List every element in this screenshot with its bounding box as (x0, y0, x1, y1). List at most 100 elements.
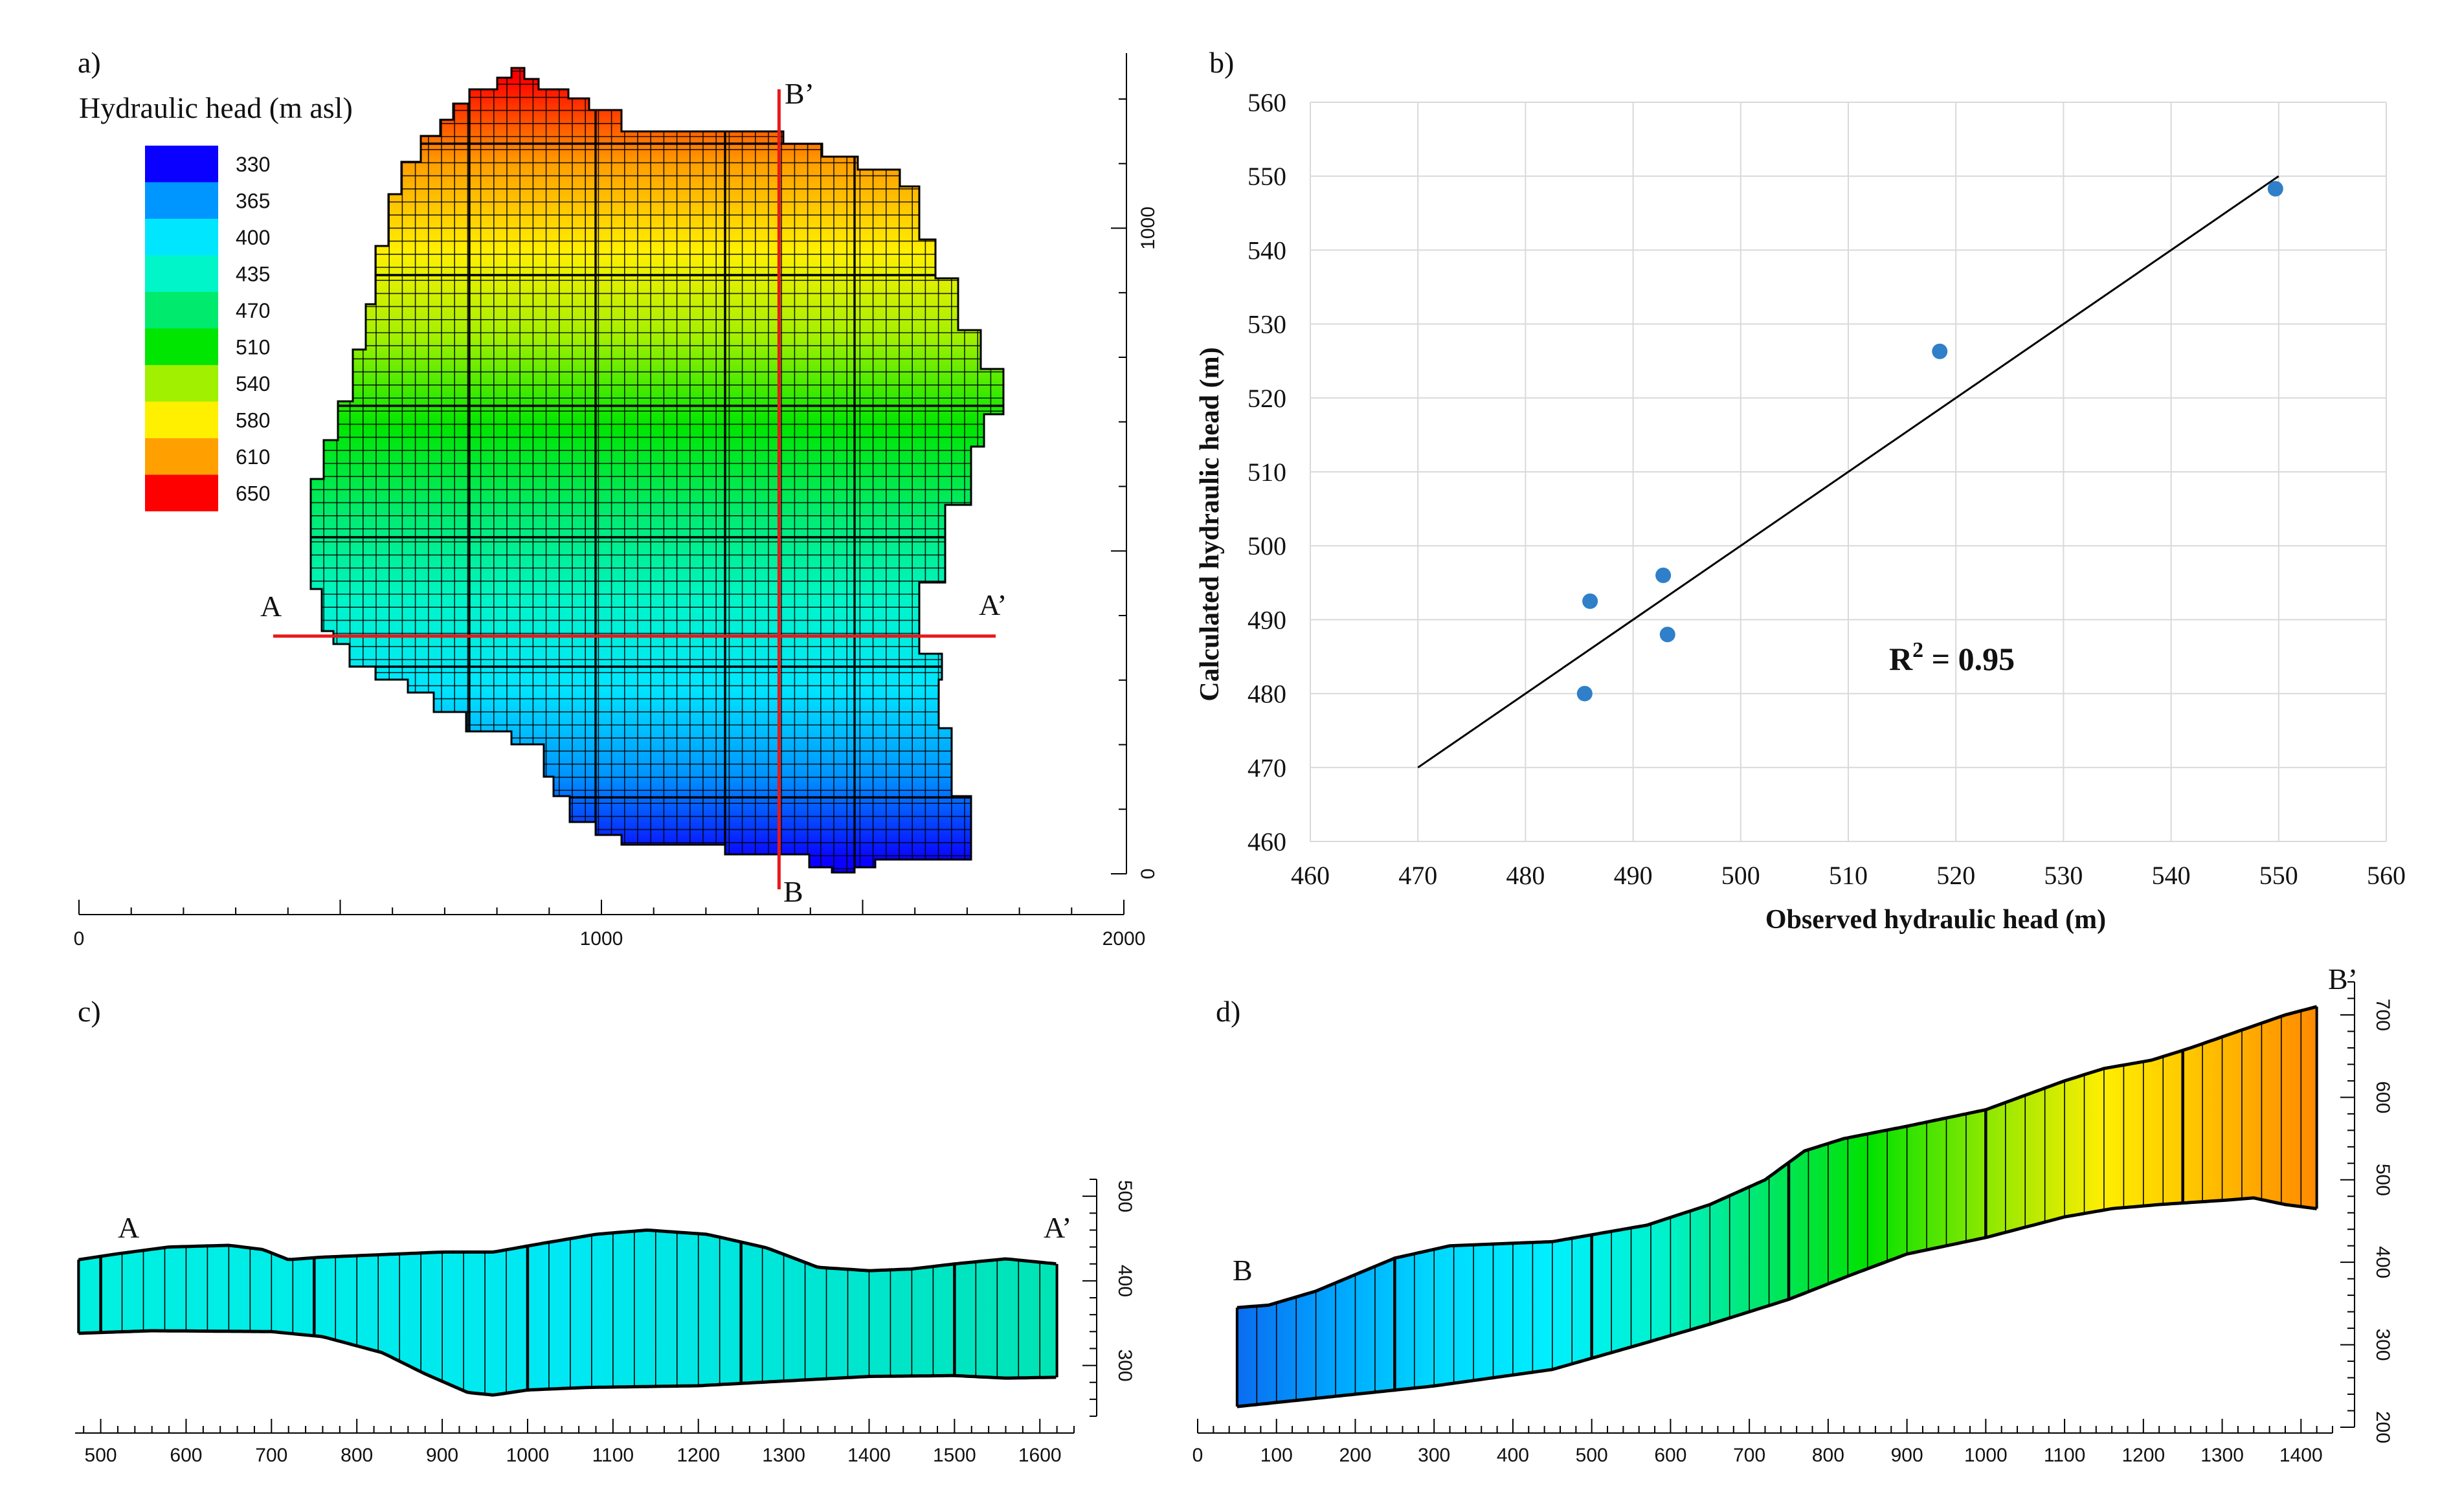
section-label-a: A (260, 590, 282, 623)
data-point-5 (1932, 343, 1948, 359)
x-axis-title: Observed hydraulic head (m) (1765, 905, 2106, 935)
cross-section-a-a-prime (77, 1228, 1058, 1397)
legend: 330 365 400 435 470 510 540 580 610 650 (145, 146, 270, 511)
y-tick-label-550: 550 (1248, 162, 1286, 191)
hydraulic-head-grid (309, 67, 1005, 874)
y-tick-label-600: 600 (2372, 1081, 2393, 1113)
legend-label-330: 330 (236, 153, 270, 176)
panel-d: d) B B’ 0 100 200 300 400 500 600 700 800 900 1000… (1192, 962, 2393, 1466)
model-boundary (309, 67, 1005, 874)
x-tick-label-520: 520 (1936, 861, 1975, 890)
x-axis: 0 1000 2000 (74, 900, 1146, 950)
legend-swatch-400 (145, 219, 218, 256)
x-tick-label-500: 500 (1576, 1445, 1608, 1466)
scatter-ticks: 460 470 480 490 500 510 520 530 540 550 560 460 470 4… (1248, 88, 2406, 890)
section-c-end-label: A’ (1044, 1211, 1071, 1244)
x-tick-label-480: 480 (1506, 861, 1545, 890)
x-tick-label-400: 400 (1497, 1445, 1529, 1466)
x-tick-label-0: 0 (74, 928, 85, 950)
x-tick-label-1400: 1400 (847, 1445, 891, 1466)
y-tick-label-530: 530 (1248, 310, 1286, 339)
data-point-3 (1655, 567, 1672, 583)
y-tick-label-1000: 1000 (1137, 206, 1159, 250)
y-tick-label-470: 470 (1248, 753, 1286, 783)
x-tick-label-510: 510 (1829, 861, 1868, 890)
x-tick-label-1000: 1000 (1964, 1445, 2008, 1466)
x-tick-label-500: 500 (85, 1445, 117, 1466)
x-tick-label-550: 550 (2259, 861, 2298, 890)
y-axis: 300 400 500 (1082, 1179, 1136, 1417)
y-tick-label-500: 500 (2372, 1164, 2393, 1196)
panel-b-label: b) (1209, 46, 1234, 79)
x-tick-label-1100: 1100 (592, 1445, 634, 1466)
legend-label-470: 470 (236, 299, 270, 322)
fit-line (1417, 175, 2279, 769)
legend-swatch-435 (145, 255, 218, 292)
x-tick-label-560: 560 (2367, 861, 2406, 890)
section-bottom-boundary (1237, 1196, 2318, 1408)
section-fill (1237, 1006, 2317, 1407)
x-tick-label-1300: 1300 (762, 1445, 805, 1466)
legend-swatch-610 (145, 438, 218, 475)
x-tick-label-1500: 1500 (933, 1445, 976, 1466)
x-tick-label-700: 700 (255, 1445, 287, 1466)
panel-d-label: d) (1216, 995, 1240, 1028)
legend-swatch-330 (145, 146, 218, 183)
section-c-start-label: A (118, 1211, 139, 1244)
head-field (311, 68, 1003, 873)
section-bottom-boundary (78, 1329, 1057, 1397)
panel-a: a) Hydraulic head (m asl) 330 365 400 435 47… (74, 46, 1159, 950)
x-tick-label-500: 500 (1721, 861, 1760, 890)
legend-label-435: 435 (236, 263, 270, 286)
legend-swatch-470 (145, 292, 218, 329)
x-tick-label-300: 300 (1418, 1445, 1450, 1466)
x-tick-label-490: 490 (1614, 861, 1653, 890)
legend-swatch-510 (145, 328, 218, 365)
y-tick-label-200: 200 (2372, 1411, 2393, 1443)
legend-label-610: 610 (236, 445, 270, 469)
x-tick-label-1100: 1100 (2044, 1445, 2086, 1466)
y-tick-label-490: 490 (1248, 605, 1286, 634)
legend-label-365: 365 (236, 190, 270, 213)
legend-label-540: 540 (236, 372, 270, 395)
data-point-4 (1659, 627, 1675, 643)
x-tick-label-470: 470 (1398, 861, 1437, 890)
x-tick-label-530: 530 (2044, 861, 2083, 890)
data-point-6 (2267, 181, 2283, 197)
scatter-gridlines (1310, 102, 2387, 842)
x-tick-label-1200: 1200 (677, 1445, 720, 1466)
r-label: R (1889, 641, 1913, 677)
y-tick-label-400: 400 (1114, 1265, 1136, 1297)
y-tick-label-300: 300 (2372, 1329, 2393, 1361)
x-tick-label-1200: 1200 (2121, 1445, 2165, 1466)
r-squared-value: = 0.95 (1923, 641, 2015, 677)
y-axis: 200 300 400 500 600 700 (2340, 981, 2393, 1443)
y-tick-label-300: 300 (1114, 1350, 1136, 1382)
x-tick-label-900: 900 (426, 1445, 458, 1466)
y-tick-label-500: 500 (1248, 531, 1286, 561)
x-tick-label-2000: 2000 (1102, 928, 1146, 950)
legend-swatch-650 (145, 474, 218, 511)
x-tick-label-600: 600 (170, 1445, 202, 1466)
x-tick-label-700: 700 (1733, 1445, 1765, 1466)
y-tick-label-520: 520 (1248, 384, 1286, 413)
x-tick-label-200: 200 (1339, 1445, 1371, 1466)
legend-label-580: 580 (236, 409, 270, 432)
y-tick-label-400: 400 (2372, 1246, 2393, 1278)
x-tick-label-1000: 1000 (580, 928, 623, 950)
y-tick-label-0: 0 (1137, 869, 1159, 880)
panel-c-label: c) (78, 995, 101, 1028)
y-tick-label-500: 500 (1114, 1180, 1136, 1212)
legend-label-650: 650 (236, 482, 270, 506)
r-superscript: 2 (1912, 638, 1923, 662)
section-fill (78, 1230, 1057, 1395)
y-tick-label-480: 480 (1248, 680, 1286, 709)
x-tick-label-800: 800 (1812, 1445, 1844, 1466)
legend-swatch-365 (145, 182, 218, 219)
x-axis: 0 100 200 300 400 500 600 700 800 900 1000 1100 1200… (1192, 1419, 2333, 1466)
x-tick-label-540: 540 (2152, 861, 2191, 890)
y-tick-label-460: 460 (1248, 827, 1286, 856)
r-squared-annotation: R2 = 0.95 (1889, 638, 2015, 677)
